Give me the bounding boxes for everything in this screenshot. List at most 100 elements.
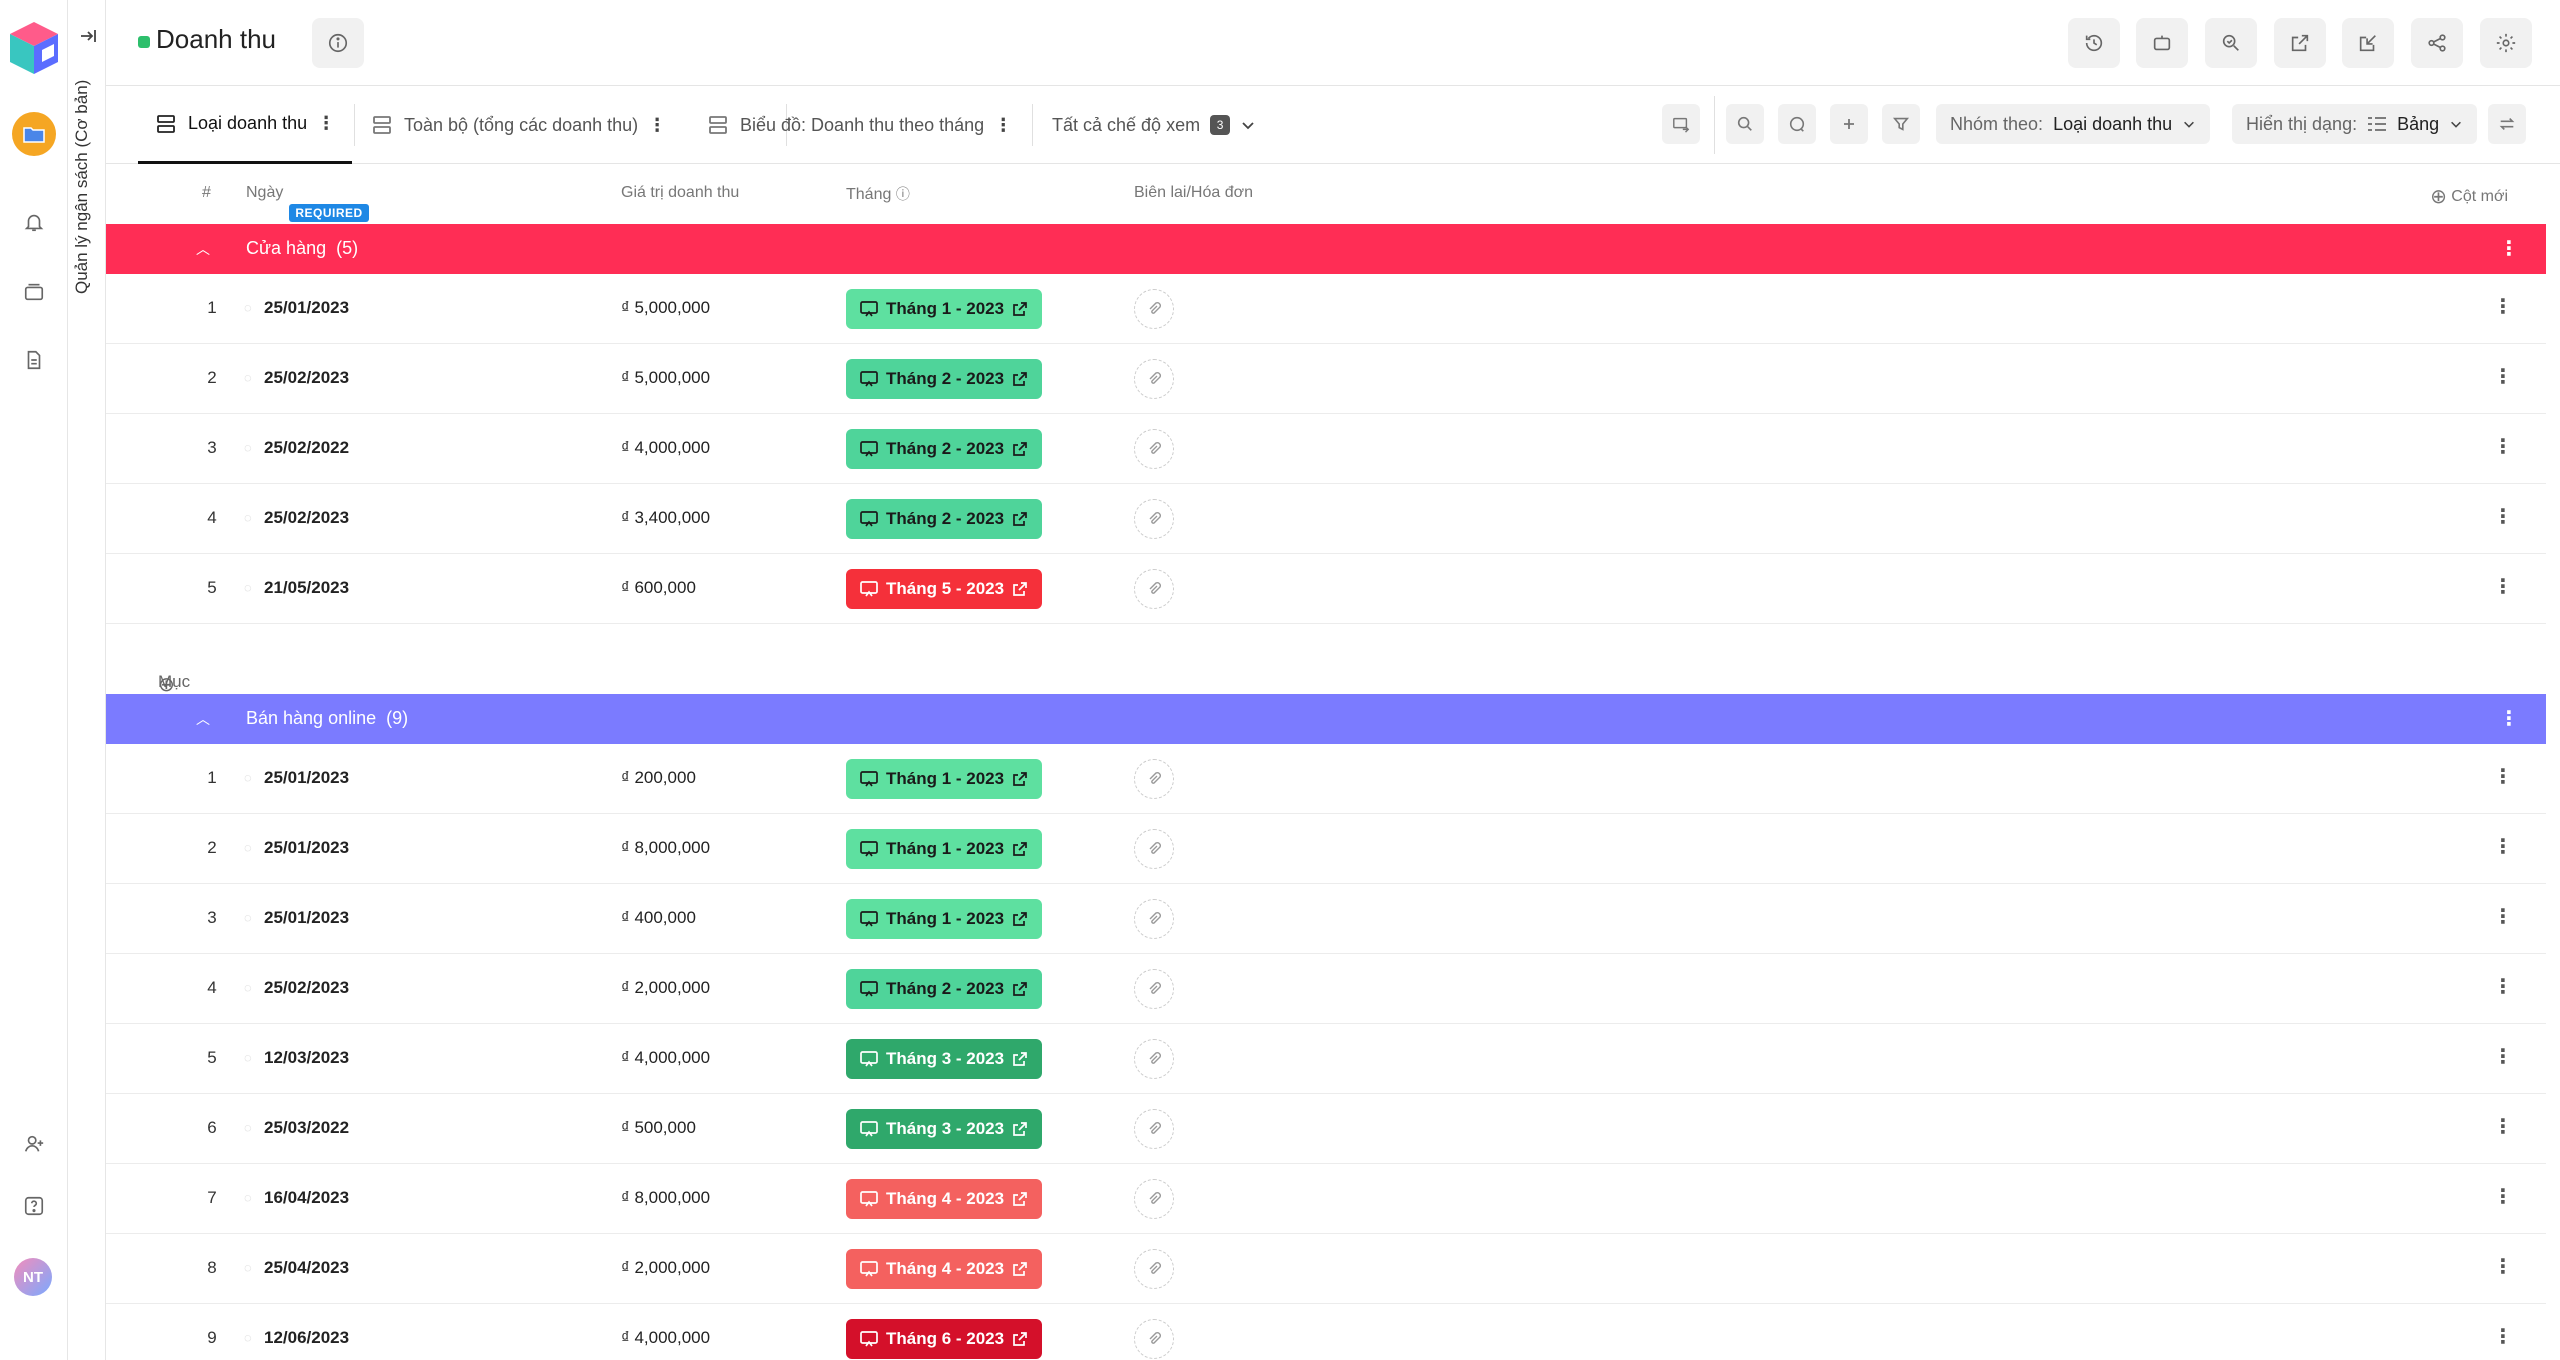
row-amount[interactable]: ₫ 500,000 [621, 1118, 696, 1137]
tab-toan-bo[interactable]: Toàn bộ (tổng các doanh thu) ⋮ [372, 86, 666, 164]
convert-view-button[interactable] [1662, 104, 1700, 144]
tab-loai-doanh-thu[interactable]: Loại doanh thu ⋮ [138, 86, 353, 164]
attachment-icon[interactable] [1134, 759, 1174, 799]
group-by-dropdown[interactable]: Nhóm theo: Loại doanh thu [1936, 104, 2211, 144]
attachment-icon[interactable] [1134, 899, 1174, 939]
month-link-chip[interactable]: Tháng 4 - 2023 [846, 1249, 1043, 1289]
robot-button[interactable] [2136, 18, 2188, 68]
row-date[interactable]: 25/04/2023 [264, 1258, 350, 1277]
attachment-icon[interactable] [1134, 359, 1174, 399]
open-link-icon[interactable] [1012, 441, 1028, 457]
month-link-chip[interactable]: Tháng 1 - 2023 [846, 829, 1043, 869]
month-link-chip[interactable]: Tháng 1 - 2023 [846, 289, 1043, 329]
row-date[interactable]: 21/05/2023 [264, 578, 350, 597]
tab-menu-icon[interactable]: ⋮ [994, 114, 1012, 135]
row-menu-icon[interactable]: ⋮ [2493, 1326, 2513, 1348]
history-button[interactable] [2068, 18, 2120, 68]
app-vertical-title[interactable]: Quản lý ngân sách (Cơ bản) [72, 79, 91, 294]
attachment-icon[interactable] [1134, 1109, 1174, 1149]
row-menu-icon[interactable]: ⋮ [2493, 836, 2513, 858]
attachment-icon[interactable] [1134, 289, 1174, 329]
row-amount[interactable]: ₫ 2,000,000 [621, 1258, 711, 1277]
chevron-up-icon[interactable]: ︿ [196, 241, 210, 257]
row-menu-icon[interactable]: ⋮ [2493, 766, 2513, 788]
table-row[interactable]: 2 ◌ 25/01/2023 ₫ 8,000,000 Tháng 1 - 202… [106, 814, 2546, 884]
info-button[interactable] [312, 18, 364, 68]
expand-sidebar-icon[interactable] [78, 26, 98, 46]
month-link-chip[interactable]: Tháng 6 - 2023 [846, 1319, 1043, 1359]
row-date[interactable]: 25/01/2023 [264, 768, 350, 787]
open-link-icon[interactable] [1012, 911, 1028, 927]
avatar[interactable]: NT [14, 1258, 52, 1296]
open-link-icon[interactable] [1012, 1121, 1028, 1137]
col-amount[interactable]: Giá trị doanh thu [621, 184, 740, 201]
row-menu-icon[interactable]: ⋮ [2493, 296, 2513, 318]
views-dropdown[interactable]: Tất cả chế độ xem 3 [1052, 86, 1256, 164]
open-link-icon[interactable] [1012, 1261, 1028, 1277]
col-date[interactable]: Ngày REQUIRED [246, 184, 369, 222]
open-link-icon[interactable] [1012, 371, 1028, 387]
new-item-button[interactable]: ⊕ Mục mới [106, 624, 2546, 711]
row-menu-icon[interactable]: ⋮ [2493, 366, 2513, 388]
open-link-icon[interactable] [1012, 301, 1028, 317]
attachment-icon[interactable] [1134, 499, 1174, 539]
month-link-chip[interactable]: Tháng 2 - 2023 [846, 359, 1043, 399]
filter-icon[interactable] [1882, 104, 1920, 144]
group-menu-icon[interactable]: ⋮ [2499, 708, 2519, 730]
open-link-icon[interactable] [1012, 1331, 1028, 1347]
row-amount[interactable]: ₫ 2,000,000 [621, 978, 711, 997]
row-amount[interactable]: ₫ 4,000,000 [621, 438, 711, 457]
month-link-chip[interactable]: Tháng 2 - 2023 [846, 429, 1043, 469]
group-header[interactable]: ︿ Cửa hàng (5) ⋮ [106, 224, 2546, 274]
table-row[interactable]: 6 ◌ 25/03/2022 ₫ 500,000 Tháng 3 - 2023 … [106, 1094, 2546, 1164]
tab-menu-icon[interactable]: ⋮ [648, 114, 666, 135]
row-menu-icon[interactable]: ⋮ [2493, 1046, 2513, 1068]
row-amount[interactable]: ₫ 5,000,000 [621, 368, 711, 387]
row-amount[interactable]: ₫ 4,000,000 [621, 1328, 711, 1347]
attachment-icon[interactable] [1134, 429, 1174, 469]
row-amount[interactable]: ₫ 600,000 [621, 578, 696, 597]
table-row[interactable]: 3 ◌ 25/02/2022 ₫ 4,000,000 Tháng 2 - 202… [106, 414, 2546, 484]
settings-button[interactable] [2480, 18, 2532, 68]
row-amount[interactable]: ₫ 200,000 [621, 768, 696, 787]
table-row[interactable]: 9 ◌ 12/06/2023 ₫ 4,000,000 Tháng 6 - 202… [106, 1304, 2546, 1360]
row-date[interactable]: 25/02/2022 [264, 438, 350, 457]
open-link-icon[interactable] [1012, 511, 1028, 527]
month-link-chip[interactable]: Tháng 1 - 2023 [846, 899, 1043, 939]
month-link-chip[interactable]: Tháng 4 - 2023 [846, 1179, 1043, 1219]
row-menu-icon[interactable]: ⋮ [2493, 1116, 2513, 1138]
row-amount[interactable]: ₫ 8,000,000 [621, 1188, 711, 1207]
table-row[interactable]: 2 ◌ 25/02/2023 ₫ 5,000,000 Tháng 2 - 202… [106, 344, 2546, 414]
attachment-icon[interactable] [1134, 1249, 1174, 1289]
month-link-chip[interactable]: Tháng 2 - 2023 [846, 499, 1043, 539]
month-link-chip[interactable]: Tháng 3 - 2023 [846, 1109, 1043, 1149]
table-row[interactable]: 5 ◌ 12/03/2023 ₫ 4,000,000 Tháng 3 - 202… [106, 1024, 2546, 1094]
attachment-icon[interactable] [1134, 1319, 1174, 1359]
chevron-up-icon[interactable]: ︿ [196, 711, 210, 727]
col-month[interactable]: Tháng ⓘ [846, 184, 910, 204]
table-row[interactable]: 4 ◌ 25/02/2023 ₫ 2,000,000 Tháng 2 - 202… [106, 954, 2546, 1024]
attachment-icon[interactable] [1134, 1039, 1174, 1079]
row-date[interactable]: 25/02/2023 [264, 978, 350, 997]
row-amount[interactable]: ₫ 400,000 [621, 908, 696, 927]
app-logo[interactable] [8, 20, 60, 76]
help-icon[interactable] [20, 1192, 48, 1220]
table-row[interactable]: 4 ◌ 25/02/2023 ₫ 3,400,000 Tháng 2 - 202… [106, 484, 2546, 554]
row-date[interactable]: 25/03/2022 [264, 1118, 350, 1137]
row-date[interactable]: 25/01/2023 [264, 298, 350, 317]
bell-icon[interactable] [20, 208, 48, 236]
share-button[interactable] [2411, 18, 2463, 68]
row-menu-icon[interactable]: ⋮ [2493, 1186, 2513, 1208]
add-icon[interactable] [1830, 104, 1868, 144]
attachment-icon[interactable] [1134, 569, 1174, 609]
open-link-icon[interactable] [1012, 1191, 1028, 1207]
document-icon[interactable] [20, 346, 48, 374]
row-date[interactable]: 25/02/2023 [264, 368, 350, 387]
table-row[interactable]: 1 ◌ 25/01/2023 ₫ 200,000 Tháng 1 - 2023 … [106, 744, 2546, 814]
month-link-chip[interactable]: Tháng 3 - 2023 [846, 1039, 1043, 1079]
add-user-icon[interactable] [20, 1130, 48, 1158]
import-button[interactable] [2342, 18, 2394, 68]
row-amount[interactable]: ₫ 4,000,000 [621, 1048, 711, 1067]
col-receipt[interactable]: Biên lai/Hóa đơn [1134, 184, 1254, 201]
open-link-icon[interactable] [1012, 841, 1028, 857]
